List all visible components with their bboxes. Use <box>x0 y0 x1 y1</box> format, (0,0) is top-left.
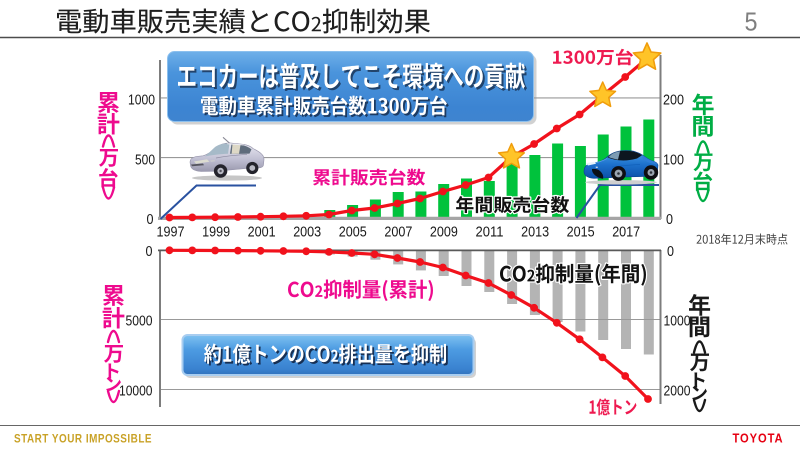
svg-text:2000: 2000 <box>664 384 691 400</box>
svg-text:0: 0 <box>666 212 673 228</box>
svg-text:1000: 1000 <box>664 314 691 330</box>
svg-text:500: 500 <box>135 153 155 169</box>
svg-text:2007: 2007 <box>384 225 412 241</box>
svg-text:5000: 5000 <box>126 314 153 330</box>
svg-text:0: 0 <box>667 244 674 260</box>
svg-text:TOYOTA: TOYOTA <box>733 432 784 446</box>
svg-text:START YOUR IMPOSSIBLE: START YOUR IMPOSSIBLE <box>14 432 152 446</box>
svg-text:0: 0 <box>146 244 153 260</box>
svg-text:2009: 2009 <box>430 225 458 241</box>
svg-text:2017: 2017 <box>612 225 640 241</box>
svg-text:2013: 2013 <box>521 225 549 241</box>
svg-text:2005: 2005 <box>339 225 367 241</box>
svg-text:200: 200 <box>663 93 684 109</box>
svg-text:1000: 1000 <box>128 93 155 109</box>
svg-text:2001: 2001 <box>248 225 276 241</box>
svg-text:10000: 10000 <box>119 384 153 400</box>
svg-text:0: 0 <box>147 212 154 228</box>
svg-text:2015: 2015 <box>567 225 595 241</box>
svg-text:100: 100 <box>663 153 684 169</box>
svg-text:1999: 1999 <box>202 225 230 241</box>
svg-text:1997: 1997 <box>157 225 185 241</box>
svg-text:5: 5 <box>745 7 758 37</box>
svg-text:2003: 2003 <box>293 225 321 241</box>
svg-text:2011: 2011 <box>476 225 504 241</box>
